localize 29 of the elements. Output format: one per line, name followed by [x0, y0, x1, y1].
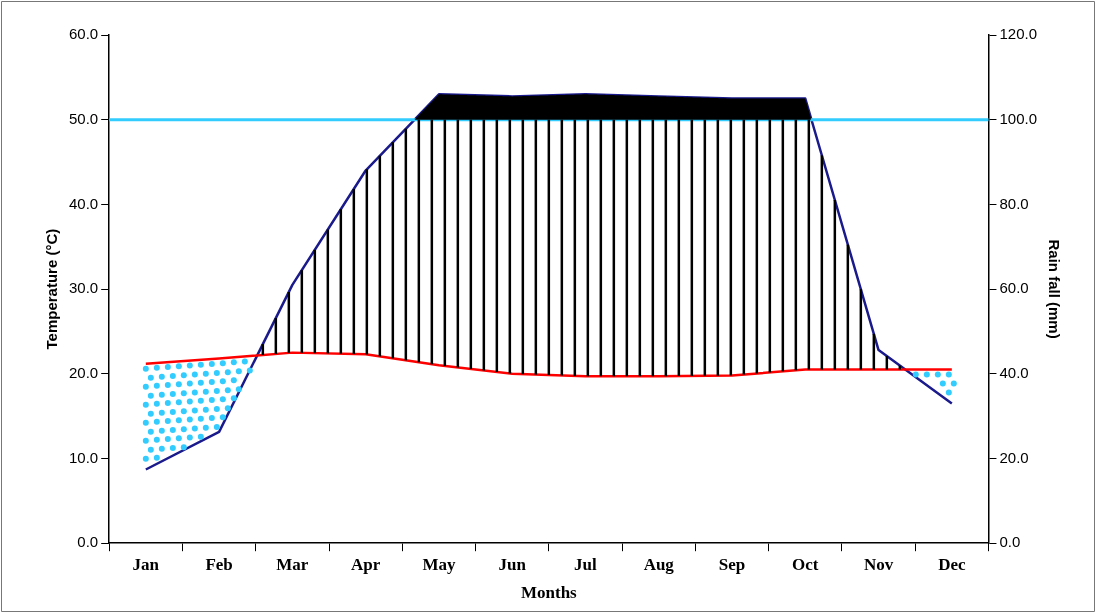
x-tick-label: Feb [205, 554, 233, 574]
y2-axis-title: Rain fall (mm) [1045, 239, 1063, 339]
x-axis-title: Months [520, 583, 578, 603]
x-tick-label: Jun [498, 554, 527, 574]
y-tick-label: 20.0 [68, 363, 99, 381]
y2-tick-label: 40.0 [999, 363, 1029, 381]
x-tick-label: Mar [276, 554, 309, 574]
x-tick-label: Aug [643, 554, 675, 574]
y-axis-title: Temperature (°C) [43, 228, 61, 350]
y-tick-label: 0.0 [77, 533, 99, 551]
x-tick-label: Oct [792, 554, 819, 574]
x-tick-label: Jul [574, 554, 598, 574]
x-tick-label: May [422, 554, 456, 574]
y2-tick-label: 80.0 [999, 194, 1029, 212]
y-tick-label: 60.0 [68, 25, 99, 43]
y2-tick-label: 120.0 [999, 25, 1038, 43]
x-tick-label: Dec [938, 554, 966, 574]
x-tick-label: Jan [132, 554, 160, 574]
y-tick-label: 30.0 [68, 279, 99, 297]
x-tick-label: Nov [863, 554, 894, 574]
y2-tick-label: 60.0 [999, 279, 1029, 297]
y-tick-label: 10.0 [68, 448, 99, 466]
y-tick-label: 40.0 [68, 194, 99, 212]
y2-tick-label: 0.0 [999, 533, 1021, 551]
y2-tick-label: 20.0 [999, 448, 1029, 466]
y-tick-label: 50.0 [68, 109, 99, 127]
y2-tick-label: 100.0 [999, 109, 1038, 127]
x-tick-label: Apr [351, 554, 381, 574]
x-tick-label: Sep [718, 554, 746, 574]
